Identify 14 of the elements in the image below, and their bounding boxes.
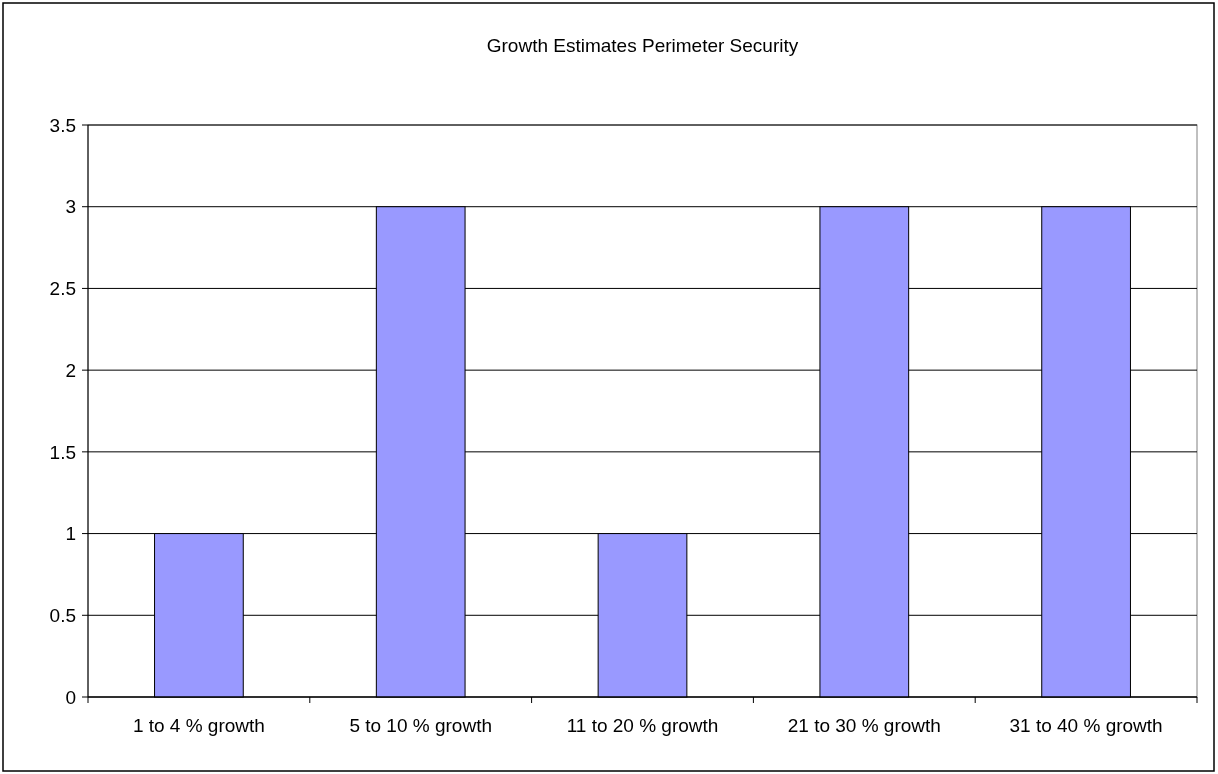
y-tick-label: 2.5 <box>49 278 76 300</box>
x-tick-label: 5 to 10 % growth <box>349 715 492 736</box>
x-tick-label: 31 to 40 % growth <box>1009 715 1163 736</box>
x-tick-label: 11 to 20 % growth <box>566 715 719 736</box>
x-tick-label: 21 to 30 % growth <box>787 715 941 736</box>
y-tick-label: 3.5 <box>49 114 76 136</box>
chart-title: Growth Estimates Perimeter Security <box>486 35 799 56</box>
y-tick-label: 2 <box>65 359 76 381</box>
y-tick-label: 3 <box>65 196 76 218</box>
y-tick-label: 0 <box>65 686 76 708</box>
x-tick-label: 1 to 4 % growth <box>132 715 265 736</box>
y-tick-label: 1 <box>65 523 76 545</box>
y-tick-label: 0.5 <box>49 604 76 626</box>
y-tick-label: 1.5 <box>49 441 76 463</box>
